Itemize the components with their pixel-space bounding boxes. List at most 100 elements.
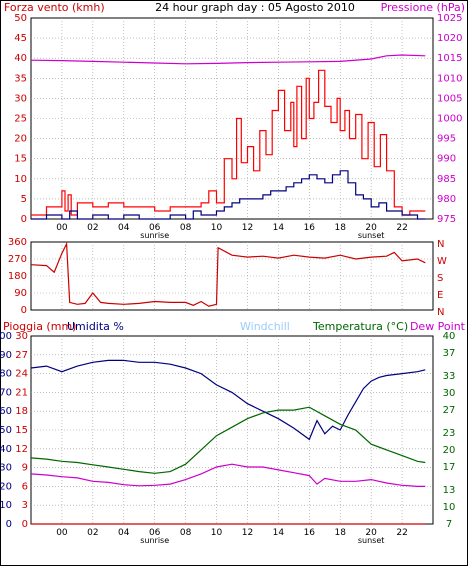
direction-tick-label: 360: [8, 237, 27, 248]
hour-tick-label: 04: [118, 223, 130, 233]
hour-tick-label: 12: [242, 528, 253, 538]
wind-tick-label: 30: [14, 93, 27, 104]
hour-tick-label: 22: [396, 223, 407, 233]
humidity-tick-label: 40: [0, 444, 12, 455]
hour-tick-label: 08: [180, 223, 192, 233]
temperature-tick-label: 30: [443, 388, 456, 399]
sunset-label: sunset: [358, 536, 385, 545]
dewpoint-axis-title: Dew Point: [410, 320, 466, 333]
hour-tick-label: 16: [304, 528, 316, 538]
pressure-axis-title: Pressione (hPa): [381, 1, 465, 14]
direction-tick-label: 270: [8, 254, 27, 265]
compass-label: E: [437, 290, 443, 301]
dewpoint-line: [30, 463, 426, 487]
direction-line: [30, 241, 426, 307]
temperature-axis-title: Temperatura (°C): [312, 320, 408, 333]
temperature-tick-label: 33: [443, 371, 456, 382]
hour-tick-label: 00: [56, 223, 68, 233]
wind-tick-label: 25: [14, 114, 27, 125]
humidity-tick-label: 20: [0, 481, 12, 492]
temperature-tick-label: 7: [446, 519, 452, 530]
humidity-tick-label: 0: [6, 519, 12, 530]
pressure-line: [30, 54, 426, 65]
temperature-tick-label: 23: [443, 428, 456, 439]
rain-axis-title: Pioggia (mm): [3, 320, 76, 333]
pressure-tick-label: 1000: [437, 114, 462, 125]
humidity-tick-label: 50: [0, 425, 12, 436]
pressure-tick-label: 1025: [437, 13, 462, 24]
rain-tick-label: 30: [15, 331, 28, 342]
direction-tick-label: 180: [8, 271, 27, 282]
rain-tick-label: 15: [15, 425, 28, 436]
temperature-tick-label: 40: [443, 331, 456, 342]
hour-tick-label: 12: [242, 223, 253, 233]
temperature-tick-label: 27: [443, 405, 456, 416]
temperature-tick-label: 10: [443, 502, 456, 513]
pressure-tick-label: 1010: [437, 73, 462, 84]
sunrise-label: sunrise: [140, 231, 169, 240]
wind-tick-label: 0: [21, 214, 27, 225]
wind-tick-label: 45: [14, 33, 27, 44]
rain-tick-label: 27: [15, 350, 28, 361]
humidity-axis-title: Umidita %: [67, 320, 124, 333]
rain-tick-label: 9: [22, 463, 28, 474]
hour-tick-label: 00: [56, 528, 68, 538]
hour-tick-label: 08: [180, 528, 192, 538]
rain-tick-label: 21: [15, 387, 28, 398]
hour-tick-label: 22: [396, 528, 407, 538]
temperature-tick-label: 37: [443, 348, 456, 359]
hour-tick-label: 14: [273, 223, 285, 233]
wind-tick-label: 10: [14, 174, 27, 185]
hour-tick-label: 02: [87, 223, 98, 233]
humidity-tick-label: 70: [0, 387, 12, 398]
rain-tick-label: 12: [15, 444, 28, 455]
rain-tick-label: 6: [22, 481, 28, 492]
hour-tick-label: 06: [149, 223, 161, 233]
sunset-label: sunset: [358, 231, 385, 240]
pressure-tick-label: 1005: [437, 93, 462, 104]
wind-tick-label: 35: [14, 73, 27, 84]
humidity-tick-label: 90: [0, 350, 12, 361]
pressure-tick-label: 995: [437, 134, 456, 145]
sunrise-label: sunrise: [140, 536, 169, 545]
compass-label: S: [437, 273, 443, 284]
humidity-tick-label: 80: [0, 369, 12, 380]
rain-tick-label: 0: [22, 519, 28, 530]
wind-tick-label: 40: [14, 53, 27, 64]
chart-title: 24 hour graph day : 05 Agosto 2010: [155, 1, 355, 14]
temperature-tick-label: 13: [443, 485, 456, 496]
pressure-tick-label: 990: [437, 154, 456, 165]
humidity-tick-label: 30: [0, 463, 12, 474]
hour-tick-label: 20: [365, 528, 377, 538]
direction-tick-label: 0: [21, 305, 27, 316]
temperature-tick-label: 20: [443, 445, 456, 456]
hour-tick-label: 10: [211, 528, 223, 538]
temperature-tick-label: 17: [443, 462, 456, 473]
humidity-tick-label: 10: [0, 500, 12, 511]
humidity-tick-label: 100: [0, 331, 12, 342]
temperature-line: [30, 406, 426, 474]
hour-tick-label: 18: [335, 528, 347, 538]
wind-tick-label: 50: [14, 13, 27, 24]
hour-tick-label: 20: [365, 223, 377, 233]
humidity-line: [30, 359, 426, 441]
rain-tick-label: 3: [22, 500, 28, 511]
compass-label: N: [437, 239, 444, 250]
direction-tick-label: 90: [14, 288, 27, 299]
hour-tick-label: 06: [149, 528, 161, 538]
pressure-tick-label: 980: [437, 194, 456, 205]
compass-label: W: [437, 256, 447, 267]
hour-tick-label: 16: [304, 223, 316, 233]
hour-tick-label: 10: [211, 223, 223, 233]
pressure-tick-label: 1015: [437, 53, 462, 64]
humidity-tick-label: 60: [0, 406, 12, 417]
wind-axis-title: Forza vento (kmh): [4, 1, 105, 14]
hour-tick-label: 18: [335, 223, 347, 233]
wind-tick-label: 20: [14, 134, 27, 145]
wind-gust-line: [31, 69, 426, 216]
hour-tick-label: 04: [118, 528, 130, 538]
hour-tick-label: 14: [273, 528, 285, 538]
hour-tick-label: 02: [87, 528, 98, 538]
rain-tick-label: 24: [15, 369, 28, 380]
